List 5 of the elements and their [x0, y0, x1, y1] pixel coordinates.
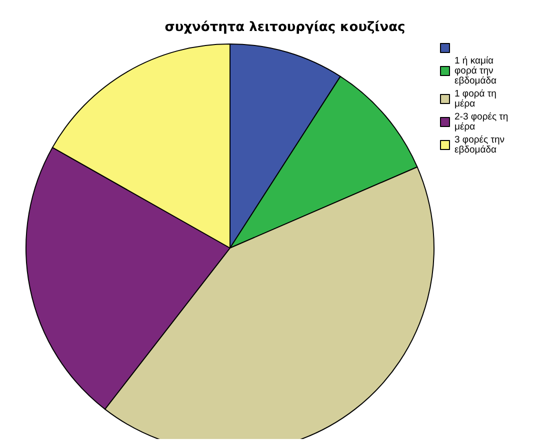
- legend-label: 2-3 φορές τη μέρα: [454, 112, 511, 132]
- legend-label: 1 φορά τη μέρα: [454, 88, 500, 110]
- legend-label: 1 ή καμία φορά την εβδομάδα: [454, 56, 498, 86]
- legend-label: 3 φορές την εβδομάδα: [454, 134, 508, 156]
- chart-title: συχνότητα λειτουργίας κουζίνας: [164, 20, 406, 35]
